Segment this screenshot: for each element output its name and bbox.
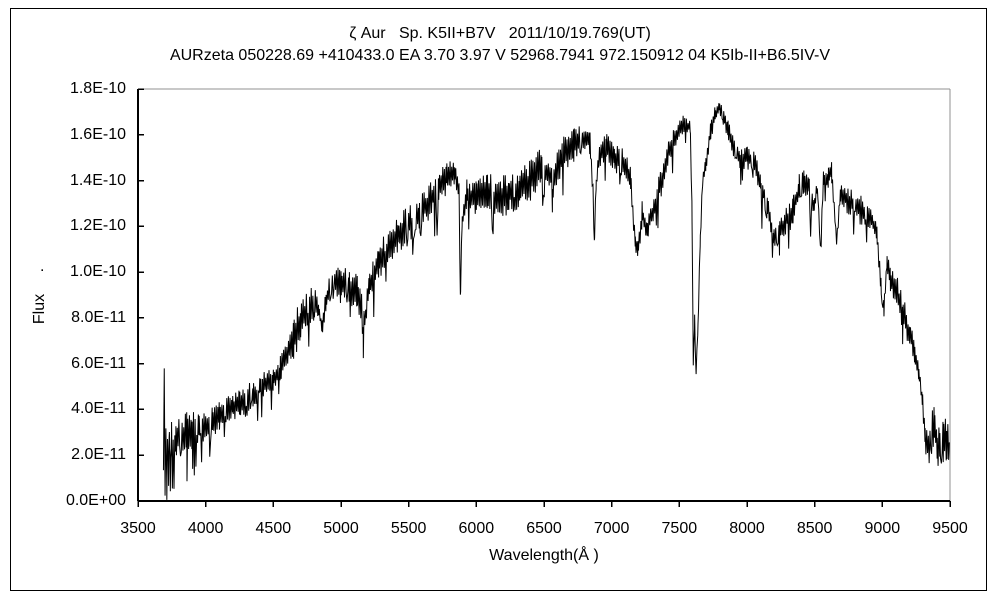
x-tick-label: 4500: [255, 520, 292, 537]
x-tick-label: 6500: [526, 520, 562, 537]
y-tick-label: 1.0E-10: [69, 263, 126, 281]
axis-ticks: [137, 88, 951, 507]
y-tick-label: 1.8E-10: [69, 80, 126, 97]
y-tick-label: 2.0E-11: [71, 446, 126, 464]
y-axis-title-dot: .: [40, 258, 45, 275]
y-tick-label: 0.0E+00: [65, 492, 126, 509]
y-tick-label: 8.0E-11: [71, 308, 126, 326]
x-tick-label: 6000: [458, 520, 495, 537]
x-tick-label: 7500: [661, 520, 698, 537]
x-tick-label: 8000: [729, 520, 765, 537]
x-tick-label: 8500: [796, 520, 833, 537]
window-border: [10, 8, 987, 591]
x-tick-label: 9000: [864, 520, 901, 537]
x-tick-label: 9500: [932, 520, 968, 537]
x-tick-label: 7000: [593, 520, 630, 537]
x-tick-label: 4000: [187, 520, 224, 537]
chart-subtitle: AURzeta 050228.69 +410433.0 EA 3.70 3.97…: [169, 47, 831, 64]
y-tick-label: 6.0E-11: [71, 354, 126, 372]
x-tick-label: 5000: [323, 520, 359, 537]
y-tick-label: 1.4E-10: [69, 171, 126, 189]
y-tick-label: 1.6E-10: [69, 125, 126, 143]
y-tick-label: 4.0E-11: [71, 400, 126, 418]
y-tick-label: 1.2E-10: [69, 217, 126, 235]
chart-title: ζ Aur Sp. K5II+B7V 2011/10/19.769(UT): [349, 25, 651, 42]
spectrum-line: [162, 103, 950, 500]
x-tick-label: 5500: [390, 520, 427, 537]
x-axis-title: Wavelength(Å ): [489, 547, 599, 564]
x-tick-label: 3500: [120, 520, 156, 537]
